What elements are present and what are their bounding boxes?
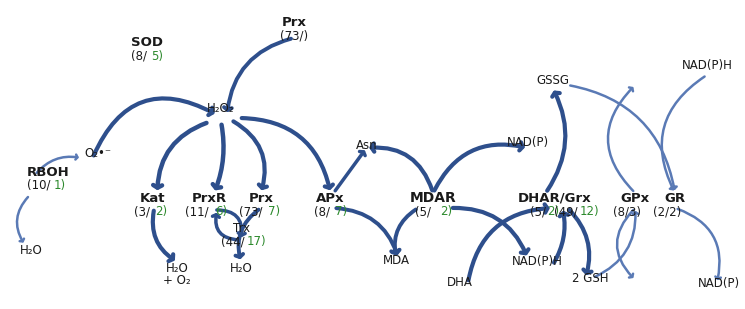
Text: 2): 2) xyxy=(440,205,452,218)
Text: NAD(P)H: NAD(P)H xyxy=(682,58,732,71)
Text: MDA: MDA xyxy=(383,253,410,266)
Text: 5): 5) xyxy=(151,49,163,62)
Text: (5/: (5/ xyxy=(415,205,431,218)
Text: NAD(P)H: NAD(P)H xyxy=(513,256,563,269)
Text: SOD: SOD xyxy=(131,36,163,49)
Text: 7): 7) xyxy=(335,205,348,218)
Text: (8/3): (8/3) xyxy=(613,205,641,218)
Text: 2 GSH: 2 GSH xyxy=(572,272,609,285)
Text: (10/: (10/ xyxy=(27,179,51,192)
Text: H₂O₂: H₂O₂ xyxy=(207,101,235,115)
Text: (49/: (49/ xyxy=(554,205,577,218)
Text: GPx: GPx xyxy=(621,192,650,205)
Text: DHAR/Grx: DHAR/Grx xyxy=(518,192,592,205)
Text: H₂O: H₂O xyxy=(229,261,253,274)
Text: PrxR: PrxR xyxy=(191,192,226,205)
Text: GSSG: GSSG xyxy=(536,74,569,87)
Text: GR: GR xyxy=(665,192,685,205)
Text: (8/: (8/ xyxy=(131,49,148,62)
Text: 6): 6) xyxy=(215,205,227,218)
Text: (5/: (5/ xyxy=(530,205,545,218)
Text: (73/: (73/ xyxy=(239,205,263,218)
Text: (73/): (73/) xyxy=(279,29,308,43)
Text: (3/: (3/ xyxy=(134,205,150,218)
Text: MDAR: MDAR xyxy=(410,191,457,205)
Text: 7): 7) xyxy=(267,205,280,218)
Text: RBOH: RBOH xyxy=(27,166,69,179)
Text: 2): 2) xyxy=(548,205,559,218)
Text: Prx: Prx xyxy=(248,192,273,205)
Text: O₂•⁻: O₂•⁻ xyxy=(85,146,112,159)
Text: APx: APx xyxy=(317,192,345,205)
Text: (44/: (44/ xyxy=(221,235,245,248)
Text: Kat: Kat xyxy=(139,192,165,205)
Text: H₂O: H₂O xyxy=(20,243,42,256)
Text: Asn: Asn xyxy=(355,138,377,151)
Text: 17): 17) xyxy=(247,235,267,248)
Text: Prx: Prx xyxy=(282,15,306,28)
Text: 2): 2) xyxy=(155,205,168,218)
Text: (8/: (8/ xyxy=(314,205,329,218)
Text: NAD(P): NAD(P) xyxy=(698,277,740,290)
Text: (2/2): (2/2) xyxy=(653,205,681,218)
Text: (11/: (11/ xyxy=(186,205,209,218)
Text: 12): 12) xyxy=(580,205,599,218)
Text: DHA: DHA xyxy=(447,277,473,290)
Text: + O₂: + O₂ xyxy=(163,273,191,286)
Text: Trx: Trx xyxy=(233,222,250,235)
Text: 1): 1) xyxy=(54,179,66,192)
Text: H₂O: H₂O xyxy=(166,261,188,274)
Text: NAD(P): NAD(P) xyxy=(507,136,549,149)
